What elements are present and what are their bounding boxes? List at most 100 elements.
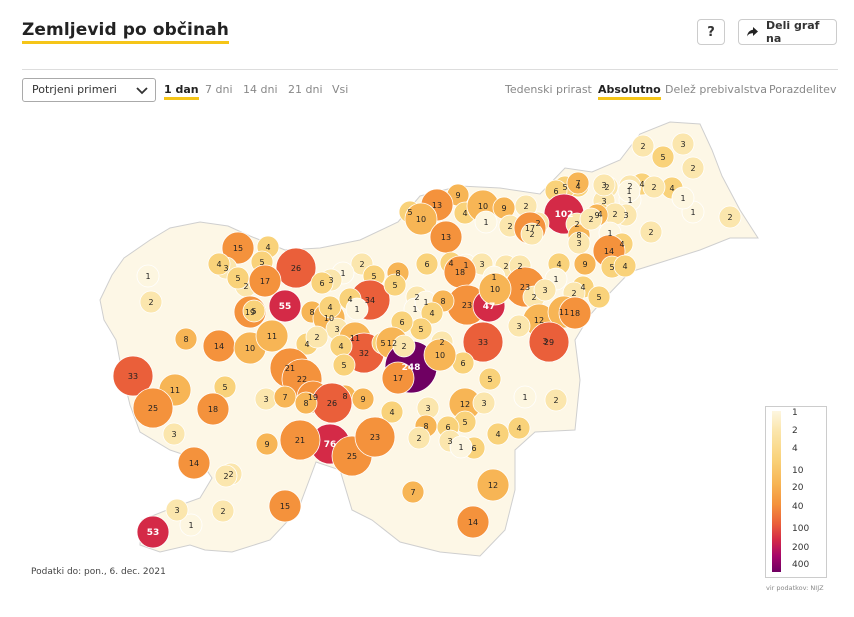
municipality-region[interactable] bbox=[345, 297, 369, 321]
municipality-region[interactable] bbox=[558, 296, 592, 330]
municipality-region[interactable] bbox=[566, 171, 590, 195]
municipality-region[interactable] bbox=[332, 353, 356, 377]
municipality-region[interactable] bbox=[136, 264, 160, 288]
municipality-region[interactable] bbox=[179, 513, 203, 537]
municipality-region[interactable] bbox=[177, 446, 211, 480]
municipality-region[interactable] bbox=[513, 385, 537, 409]
municipality-value-label: 29 bbox=[544, 338, 554, 347]
municipality-region[interactable] bbox=[449, 435, 473, 459]
municipality-value-label: 13 bbox=[441, 233, 451, 242]
municipality-region[interactable] bbox=[381, 361, 415, 395]
municipality-region[interactable] bbox=[639, 220, 663, 244]
municipality-region[interactable] bbox=[573, 252, 597, 276]
municipality-region[interactable] bbox=[196, 392, 230, 426]
municipality-region[interactable] bbox=[174, 327, 198, 351]
municipality-region[interactable] bbox=[136, 515, 170, 549]
period-all[interactable]: Vsi bbox=[332, 83, 349, 96]
municipality-value-label: 7 bbox=[575, 179, 580, 188]
municipality-region[interactable] bbox=[507, 416, 531, 440]
municipality-region[interactable] bbox=[472, 391, 496, 415]
municipality-region[interactable] bbox=[401, 480, 425, 504]
municipality-region[interactable] bbox=[613, 254, 637, 278]
municipality-region[interactable] bbox=[533, 278, 557, 302]
municipality-value-label: 76 bbox=[324, 440, 337, 450]
municipality-region[interactable] bbox=[139, 290, 163, 314]
municipality-region[interactable] bbox=[407, 426, 431, 450]
municipality-region[interactable] bbox=[671, 186, 695, 210]
mode-distribution[interactable]: Porazdelitev bbox=[769, 83, 837, 96]
municipality-region[interactable] bbox=[651, 145, 675, 169]
period-7-days[interactable]: 7 dni bbox=[205, 83, 233, 96]
period-21-days[interactable]: 21 dni bbox=[288, 83, 323, 96]
municipality-region[interactable] bbox=[567, 231, 591, 255]
municipality-region[interactable] bbox=[478, 272, 512, 306]
municipality-region[interactable] bbox=[520, 222, 544, 246]
municipality-region[interactable] bbox=[275, 247, 317, 289]
municipality-region[interactable] bbox=[273, 385, 297, 409]
mode-absolute[interactable]: Absolutno bbox=[598, 83, 661, 100]
measure-select[interactable]: Potrjeni primeri bbox=[22, 78, 156, 102]
municipality-region[interactable] bbox=[642, 175, 666, 199]
municipality-region[interactable] bbox=[214, 464, 238, 488]
municipality-region[interactable] bbox=[310, 271, 334, 295]
municipality-region[interactable] bbox=[268, 289, 302, 323]
municipality-region[interactable] bbox=[354, 416, 396, 458]
municipality-region[interactable] bbox=[165, 498, 189, 522]
municipality-region[interactable] bbox=[268, 489, 302, 523]
municipality-region[interactable] bbox=[420, 301, 444, 325]
municipality-region[interactable] bbox=[478, 367, 502, 391]
municipality-region[interactable] bbox=[718, 205, 742, 229]
municipality-region[interactable] bbox=[474, 210, 498, 234]
municipality-value-label: 4 bbox=[304, 340, 309, 349]
municipality-region[interactable] bbox=[132, 387, 174, 429]
municipality-region[interactable] bbox=[318, 295, 342, 319]
municipality-region[interactable] bbox=[255, 319, 289, 353]
help-button[interactable]: ? bbox=[697, 19, 725, 45]
municipality-region[interactable] bbox=[587, 285, 611, 309]
municipality-value-label: 2 bbox=[507, 222, 512, 231]
municipality-value-label: 5 bbox=[407, 208, 412, 217]
municipality-region[interactable] bbox=[392, 334, 416, 358]
municipality-region[interactable] bbox=[211, 499, 235, 523]
municipality-region[interactable] bbox=[383, 273, 407, 297]
municipality-region[interactable] bbox=[242, 299, 266, 323]
municipality-region[interactable] bbox=[579, 207, 603, 231]
municipality-region[interactable] bbox=[681, 156, 705, 180]
municipality-region[interactable] bbox=[226, 266, 250, 290]
mode-population-share[interactable]: Delež prebivalstva bbox=[665, 83, 768, 96]
municipality-region[interactable] bbox=[380, 400, 404, 424]
municipality-value-label: 3 bbox=[576, 239, 581, 248]
municipality-value-label: 6 bbox=[445, 423, 450, 432]
municipality-region[interactable] bbox=[305, 325, 329, 349]
municipality-region[interactable] bbox=[415, 252, 439, 276]
municipality-region[interactable] bbox=[476, 468, 510, 502]
municipality-region[interactable] bbox=[162, 422, 186, 446]
municipality-region[interactable] bbox=[507, 314, 531, 338]
share-button[interactable]: Deli graf na bbox=[738, 19, 837, 45]
period-14-days[interactable]: 14 dni bbox=[243, 83, 278, 96]
municipality-region[interactable] bbox=[423, 338, 457, 372]
municipality-region[interactable] bbox=[617, 179, 641, 203]
municipality-region[interactable] bbox=[255, 432, 279, 456]
municipality-region[interactable] bbox=[221, 231, 255, 265]
municipality-region[interactable] bbox=[592, 173, 616, 197]
municipality-region[interactable] bbox=[207, 252, 231, 276]
period-1-day[interactable]: 1 dan bbox=[164, 83, 199, 100]
municipality-region[interactable] bbox=[294, 391, 318, 415]
municipality-region[interactable] bbox=[112, 355, 154, 397]
municipality-region[interactable] bbox=[528, 321, 570, 363]
municipality-region[interactable] bbox=[279, 419, 321, 461]
mode-weekly-growth[interactable]: Tedenski prirast bbox=[505, 83, 592, 96]
municipality-value-label: 5 bbox=[660, 153, 665, 162]
municipality-region[interactable] bbox=[456, 505, 490, 539]
municipality-region[interactable] bbox=[462, 321, 504, 363]
municipality-region[interactable] bbox=[631, 134, 655, 158]
municipality-region[interactable] bbox=[671, 132, 695, 156]
municipality-region[interactable] bbox=[544, 388, 568, 412]
municipality-region[interactable] bbox=[248, 264, 282, 298]
municipality-region[interactable] bbox=[404, 202, 438, 236]
municipality-region[interactable] bbox=[486, 422, 510, 446]
municipality-value-label: 2 bbox=[574, 220, 579, 229]
municipality-value-label: 5 bbox=[222, 383, 227, 392]
municipality-value-label: 9 bbox=[594, 211, 599, 220]
